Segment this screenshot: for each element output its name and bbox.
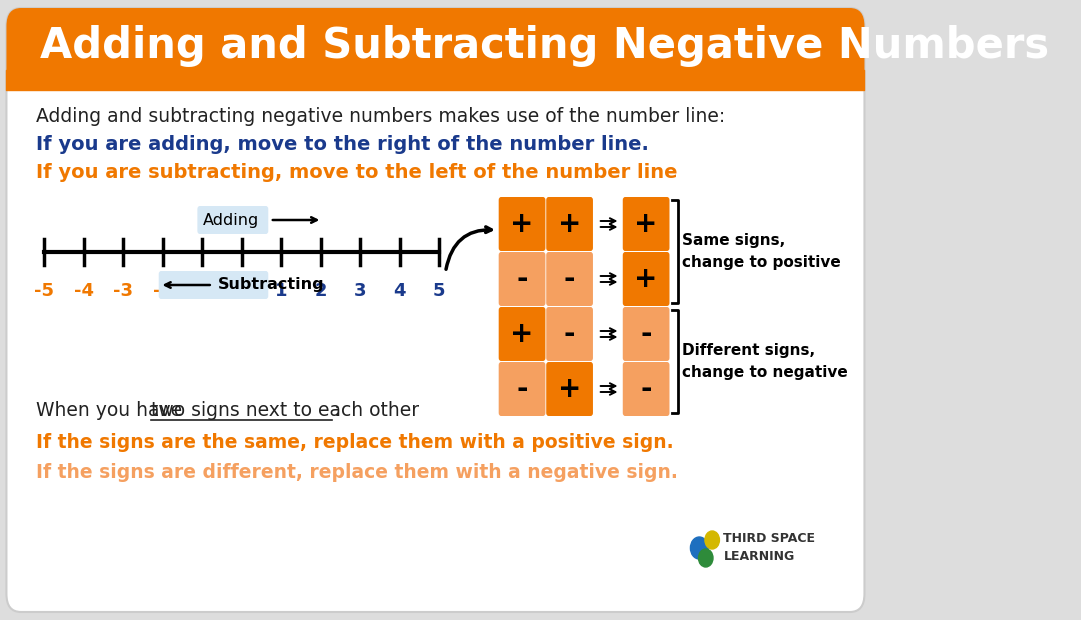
Text: If you are adding, move to the right of the number line.: If you are adding, move to the right of … [37, 136, 649, 154]
FancyBboxPatch shape [623, 197, 669, 251]
Text: :: : [334, 401, 339, 420]
Text: +: + [510, 210, 534, 238]
Text: If the signs are the same, replace them with a positive sign.: If the signs are the same, replace them … [37, 433, 673, 451]
Text: Different signs,
change to negative: Different signs, change to negative [682, 343, 849, 379]
FancyBboxPatch shape [546, 197, 593, 251]
Text: Same signs,
change to positive: Same signs, change to positive [682, 234, 841, 270]
Text: +: + [558, 375, 582, 403]
Circle shape [705, 531, 720, 549]
Text: 1: 1 [275, 282, 288, 300]
Text: +: + [558, 210, 582, 238]
Text: -: - [564, 320, 575, 348]
Text: Adding and subtracting negative numbers makes use of the number line:: Adding and subtracting negative numbers … [37, 107, 725, 126]
Text: 4: 4 [393, 282, 405, 300]
Text: If you are subtracting, move to the left of the number line: If you are subtracting, move to the left… [37, 162, 678, 182]
Text: When you have: When you have [37, 401, 188, 420]
FancyBboxPatch shape [623, 252, 669, 306]
Text: If the signs are different, replace them with a negative sign.: If the signs are different, replace them… [37, 463, 678, 482]
Text: +: + [635, 210, 658, 238]
Text: -5: -5 [35, 282, 54, 300]
FancyBboxPatch shape [498, 197, 546, 251]
Text: THIRD SPACE
LEARNING: THIRD SPACE LEARNING [723, 533, 815, 564]
Text: +: + [635, 265, 658, 293]
Text: -4: -4 [74, 282, 94, 300]
FancyBboxPatch shape [159, 271, 268, 299]
FancyBboxPatch shape [498, 307, 546, 361]
Text: -1: -1 [192, 282, 212, 300]
FancyBboxPatch shape [546, 252, 593, 306]
Text: 0: 0 [236, 282, 248, 300]
Text: 2: 2 [315, 282, 326, 300]
Text: 3: 3 [353, 282, 366, 300]
FancyBboxPatch shape [498, 252, 546, 306]
Circle shape [691, 537, 708, 559]
FancyBboxPatch shape [623, 307, 669, 361]
Text: 5: 5 [432, 282, 445, 300]
FancyBboxPatch shape [546, 362, 593, 416]
Text: -: - [517, 375, 528, 403]
FancyBboxPatch shape [198, 206, 268, 234]
Text: Adding and Subtracting Negative Numbers: Adding and Subtracting Negative Numbers [40, 25, 1050, 67]
Text: -: - [564, 265, 575, 293]
Text: Adding: Adding [203, 213, 259, 228]
FancyBboxPatch shape [498, 362, 546, 416]
FancyBboxPatch shape [6, 8, 865, 90]
Text: Subtracting: Subtracting [217, 278, 324, 293]
FancyBboxPatch shape [546, 307, 593, 361]
Text: two signs next to each other: two signs next to each other [151, 401, 419, 420]
Text: -: - [640, 320, 652, 348]
FancyBboxPatch shape [623, 362, 669, 416]
Text: -: - [640, 375, 652, 403]
Text: +: + [510, 320, 534, 348]
Text: -: - [517, 265, 528, 293]
Circle shape [698, 549, 713, 567]
FancyBboxPatch shape [6, 8, 865, 612]
Text: -2: -2 [152, 282, 173, 300]
Text: -3: -3 [114, 282, 133, 300]
